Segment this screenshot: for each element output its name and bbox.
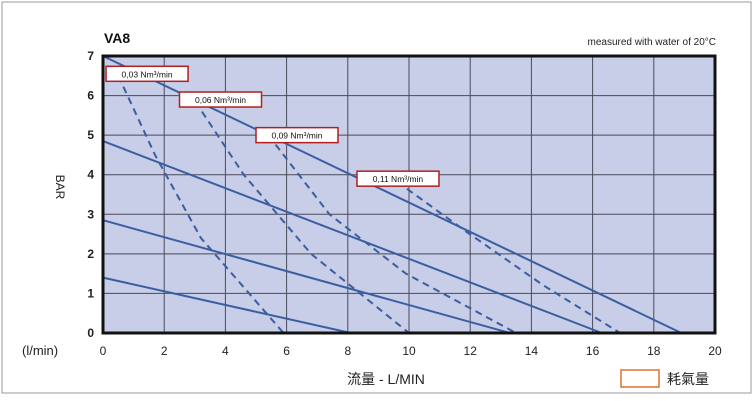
- x-tick-label: 12: [464, 344, 478, 358]
- y-tick-label: 4: [87, 168, 94, 182]
- x-tick-label: 18: [647, 344, 661, 358]
- annotation-label: 0,11 Nm³/min: [373, 174, 424, 184]
- x-tick-label: 14: [525, 344, 539, 358]
- annotation-label: 0,03 Nm³/min: [122, 69, 173, 79]
- x-tick-label: 6: [283, 344, 290, 358]
- x-tick-label: 16: [586, 344, 600, 358]
- x-axis-label: 流量 - L/MIN: [347, 371, 425, 387]
- chart-note: measured with water of 20°C: [587, 37, 716, 48]
- y-axis-label: BAR: [53, 175, 67, 200]
- annotation-label: 0,09 Nm³/min: [271, 131, 322, 141]
- legend-label: 耗氣量: [667, 371, 709, 387]
- x-tick-label: 2: [161, 344, 168, 358]
- x-tick-label: 8: [344, 344, 351, 358]
- y-tick-label: 2: [87, 247, 94, 261]
- x-tick-label: 20: [708, 344, 722, 358]
- y-tick-label: 1: [87, 286, 94, 300]
- y-tick-label: 5: [87, 128, 94, 142]
- y-tick-label: 3: [87, 207, 94, 221]
- y-tick-label: 0: [87, 326, 94, 340]
- annotation-label: 0,06 Nm³/min: [195, 95, 246, 105]
- chart-title: VA8: [104, 30, 130, 46]
- x-tick-label: 0: [100, 344, 107, 358]
- x-tick-label: 10: [402, 344, 416, 358]
- x-unit-label: (l/min): [22, 343, 58, 358]
- y-tick-label: 6: [87, 89, 94, 103]
- y-tick-label: 7: [87, 49, 94, 63]
- x-tick-label: 4: [222, 344, 229, 358]
